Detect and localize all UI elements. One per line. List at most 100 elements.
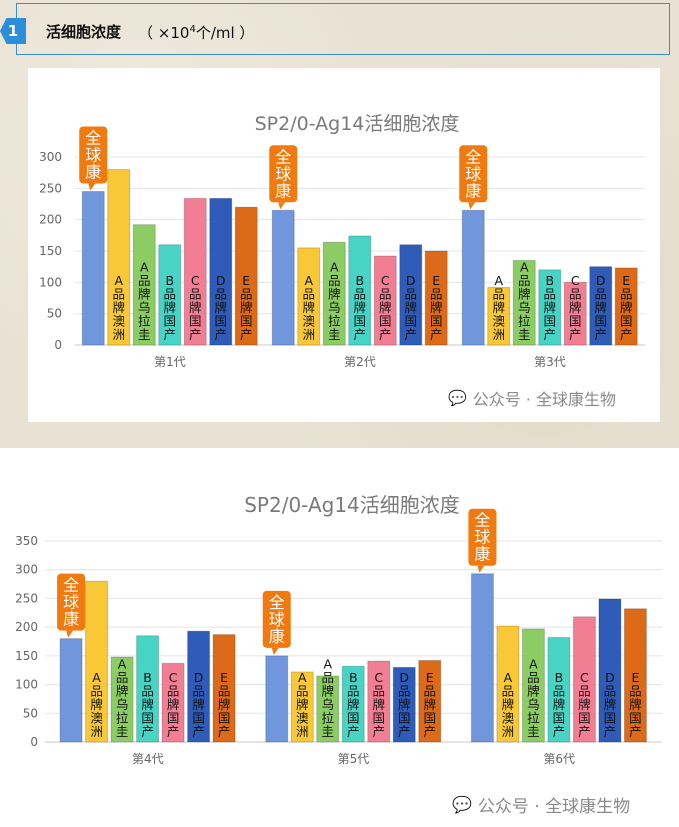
bar-label-char: E [242, 273, 250, 288]
bar-label-char: 国 [379, 314, 392, 329]
callout-char: 球 [85, 145, 101, 164]
bar-label-char: 产 [569, 327, 582, 342]
bar-label-char: E [432, 273, 440, 288]
bar [623, 608, 647, 743]
bar-label-char: C [580, 670, 589, 685]
bar-label-char: 产 [163, 327, 176, 342]
bar-label-char: B [143, 670, 152, 685]
bar [265, 655, 289, 743]
bar-label-char: 产 [372, 724, 385, 739]
bar [598, 598, 622, 743]
callout-char: 康 [63, 610, 79, 629]
bar [547, 636, 571, 743]
bar-label-char: 牌 [138, 287, 151, 302]
unit-suffix: 个/ml ） [195, 24, 255, 42]
bar-label-char: 品 [302, 287, 315, 302]
bar-label-char: A [504, 670, 513, 685]
bar-label-char: 品 [569, 287, 582, 302]
bar-label-char: 洲 [90, 724, 103, 739]
bar-label-char: A [298, 670, 307, 685]
bar-label-char: 牌 [296, 697, 309, 712]
bar [373, 255, 397, 346]
callout-char: 康 [474, 545, 490, 564]
bar-label-char: A [520, 260, 529, 275]
bar-label-char: 品 [116, 670, 129, 685]
bar-label-char: C [374, 670, 383, 685]
bar-label-char: 牌 [116, 684, 129, 699]
bar [470, 573, 494, 743]
bar-label-char: 圭 [518, 327, 531, 342]
bar-label-char: C [571, 273, 580, 288]
bar-label-char: 国 [372, 711, 385, 726]
bar-label-char: A [330, 260, 339, 275]
bar-label-char: 国 [430, 314, 443, 329]
bar [161, 662, 185, 743]
bar-label-char: 国 [347, 711, 360, 726]
bar-label-char: 牌 [112, 300, 125, 315]
bar-label-char: 产 [553, 724, 566, 739]
x-tick-label: 第4代 [132, 752, 164, 766]
bar [521, 628, 545, 743]
bar-label-char: 产 [594, 327, 607, 342]
bar-label-char: 洲 [296, 724, 309, 739]
bar-label-char: C [191, 273, 200, 288]
bar-label-char: 澳 [90, 711, 103, 726]
bar-label-char: 牌 [90, 697, 103, 712]
bar-label-char: 国 [218, 711, 231, 726]
callout-char: 球 [275, 164, 291, 183]
bar-label-char: 牌 [578, 697, 591, 712]
callout-char: 全 [85, 128, 101, 147]
bar-label-char: 产 [578, 724, 591, 739]
bar-label-char: 拉 [518, 314, 531, 329]
watermark-2: 💬 公众号 · 全球康生物 [452, 792, 630, 817]
bar-label-char: D [596, 273, 606, 288]
chart-title: SP2/0-Ag14活细胞浓度 [244, 493, 460, 517]
y-tick-label: 0 [54, 338, 62, 352]
bar-label-char: 国 [189, 314, 202, 329]
bar-label-char: 国 [620, 314, 633, 329]
bar [132, 224, 156, 346]
bar-label-char: 牌 [569, 300, 582, 315]
callout-pointer [468, 202, 476, 210]
bar-label-char: B [555, 670, 564, 685]
callout-char: 康 [275, 181, 291, 200]
bar [209, 197, 233, 346]
bar-label-char: 牌 [594, 300, 607, 315]
bar-label-char: E [622, 273, 630, 288]
bar-label-char: B [545, 273, 554, 288]
bar-label-char: 品 [138, 273, 151, 288]
watermark-text: 公众号 · 全球康生物 [477, 797, 631, 817]
bar-label-char: 品 [430, 287, 443, 302]
bar-label-char: A [529, 657, 538, 672]
bar-label-char: 牌 [372, 697, 385, 712]
bar-label-char: 产 [167, 724, 180, 739]
bar-label-char: 拉 [527, 711, 540, 726]
bar-label-char: 乌 [138, 300, 151, 315]
bar-label-char: D [605, 670, 615, 685]
bar-label-char: 牌 [502, 697, 515, 712]
bar-label-char: A [114, 273, 123, 288]
bar-label-char: 牌 [192, 697, 205, 712]
bar-label-char: 国 [398, 711, 411, 726]
bar-label-char: 产 [398, 724, 411, 739]
bar-label-char: 品 [620, 287, 633, 302]
bar [81, 190, 105, 346]
bar-label-char: 洲 [502, 724, 515, 739]
bar-label-char: A [323, 657, 332, 672]
unit-label: （ ×104个/ml ） [138, 22, 254, 43]
callout-box [459, 145, 488, 203]
bar-label-char: 牌 [404, 300, 417, 315]
chart-title: SP2/0-Ag14活细胞浓度 [255, 113, 460, 135]
bar-label-char: 澳 [302, 314, 315, 329]
bar-label-char: 牌 [620, 300, 633, 315]
x-tick-label: 第5代 [338, 752, 370, 766]
bar-label-char: 产 [218, 724, 231, 739]
bar-label-char: 品 [404, 287, 417, 302]
bar-label-char: 国 [629, 711, 642, 726]
bar-label-char: 乌 [328, 300, 341, 315]
bar-label-char: A [140, 260, 149, 275]
callout-char: 全 [465, 147, 481, 166]
bar-label-char: 澳 [502, 711, 515, 726]
bar-label-char: 品 [163, 287, 176, 302]
